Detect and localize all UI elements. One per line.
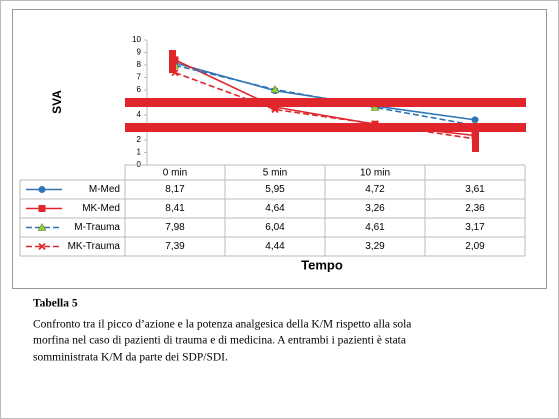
- point: [38, 242, 46, 251]
- x-tick-label: 10 min: [360, 168, 390, 179]
- y-axis-label: SVA: [50, 90, 64, 114]
- table-value: 8,17: [165, 184, 185, 195]
- point: [271, 105, 279, 114]
- table-value: 3,26: [365, 203, 385, 214]
- y-tick-label: 1: [137, 148, 142, 157]
- y-tick-label: 6: [137, 85, 142, 94]
- table-value: 7,98: [165, 222, 185, 233]
- y-tick-label: 4: [137, 110, 142, 119]
- point: [38, 186, 46, 193]
- point: [471, 116, 479, 124]
- y-tick-label: 9: [137, 48, 142, 57]
- legend-label: MK-Med: [82, 203, 120, 214]
- point: [38, 205, 46, 212]
- table-value: 6,04: [265, 222, 285, 233]
- y-tick-label: 7: [137, 73, 142, 82]
- highlights: [125, 50, 526, 152]
- highlight-bar: [169, 50, 176, 73]
- y-tick-label: 8: [137, 60, 142, 69]
- table-value: 3,61: [465, 184, 485, 195]
- x-axis-label: Tempo: [301, 257, 343, 272]
- table-value: 4,61: [365, 222, 385, 233]
- table-value: 4,44: [265, 241, 285, 252]
- x-tick-label: 5 min: [263, 168, 287, 179]
- y-tick-label: 2: [137, 135, 142, 144]
- table-value: 4,72: [365, 184, 385, 195]
- point: [270, 84, 280, 93]
- series-line: [174, 71, 476, 140]
- highlight-bar: [125, 123, 526, 132]
- highlight-bar: [125, 98, 526, 107]
- table-value: 2,36: [465, 203, 485, 214]
- table-value: 3,17: [465, 222, 485, 233]
- caption-title: Tabella 5: [33, 298, 78, 310]
- highlight-bar: [472, 126, 479, 152]
- table-value: 4,64: [265, 203, 285, 214]
- point: [37, 222, 47, 231]
- legend-label: MK-Trauma: [68, 241, 121, 252]
- table-value: 3,29: [365, 241, 385, 252]
- table-value: 5,95: [265, 184, 285, 195]
- caption-line: morfina nel caso di pazienti di trauma e…: [33, 335, 406, 347]
- caption-line: somministrata K/M da parte dei SDP/SDI.: [33, 352, 228, 364]
- x-tick-label: 0 min: [163, 168, 187, 179]
- legend-label: M-Trauma: [74, 222, 120, 233]
- table-value: 2,09: [465, 241, 485, 252]
- caption-line: Confronto tra il picco d’azione e la pot…: [33, 319, 411, 331]
- chart-frame: [12, 9, 547, 289]
- legend-label: M-Med: [89, 184, 120, 195]
- table-value: 8,41: [165, 203, 185, 214]
- table-value: 7,39: [165, 241, 185, 252]
- y-tick-label: 10: [132, 35, 141, 44]
